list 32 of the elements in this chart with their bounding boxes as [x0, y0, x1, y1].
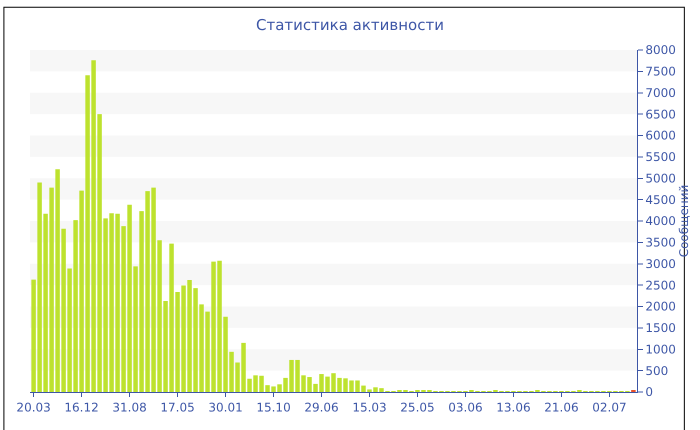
- y-tick-label: 5000: [645, 171, 676, 186]
- x-tick-label: 21.06: [544, 400, 579, 414]
- x-tick-label: 30.01: [208, 400, 243, 414]
- y-tick-label: 8000: [645, 43, 676, 58]
- x-tick-label: 02.07: [592, 400, 627, 414]
- y-tick-label: 4000: [645, 214, 676, 228]
- y-tick-label: 0: [645, 385, 654, 400]
- y-tick-label: 5500: [645, 150, 676, 164]
- chart-title: Статистика активности: [256, 16, 444, 34]
- x-tick-label: 25.05: [400, 400, 435, 414]
- y-tick-label: 2000: [645, 300, 676, 314]
- y-tick-label: 7500: [645, 64, 676, 79]
- y-tick-label: 500: [645, 364, 668, 378]
- y-tick-label: 4500: [645, 192, 676, 207]
- x-tick-label: 15.10: [256, 400, 291, 414]
- x-tick-label: 17.05: [160, 400, 195, 414]
- y-tick-label: 3500: [645, 236, 676, 250]
- y-tick-label: 1500: [645, 321, 676, 336]
- y-tick-label: 7000: [645, 86, 676, 100]
- y-axis-title: Сообщений: [676, 184, 691, 258]
- y-tick-label: 1000: [645, 342, 676, 356]
- x-tick-label: 31.08: [112, 400, 147, 414]
- x-tick-label: 03.06: [448, 400, 483, 414]
- y-tick-label: 2500: [645, 278, 676, 292]
- x-tick-label: 13.06: [496, 400, 531, 414]
- x-tick-label: 15.03: [352, 400, 387, 414]
- y-tick-label: 6500: [645, 107, 676, 122]
- y-tick-label: 6000: [645, 128, 676, 143]
- x-tick-label: 20.03: [16, 400, 51, 414]
- y-tick-label: 3000: [645, 256, 676, 271]
- x-tick-label: 29.06: [304, 400, 339, 414]
- x-tick-label: 16.12: [64, 400, 99, 414]
